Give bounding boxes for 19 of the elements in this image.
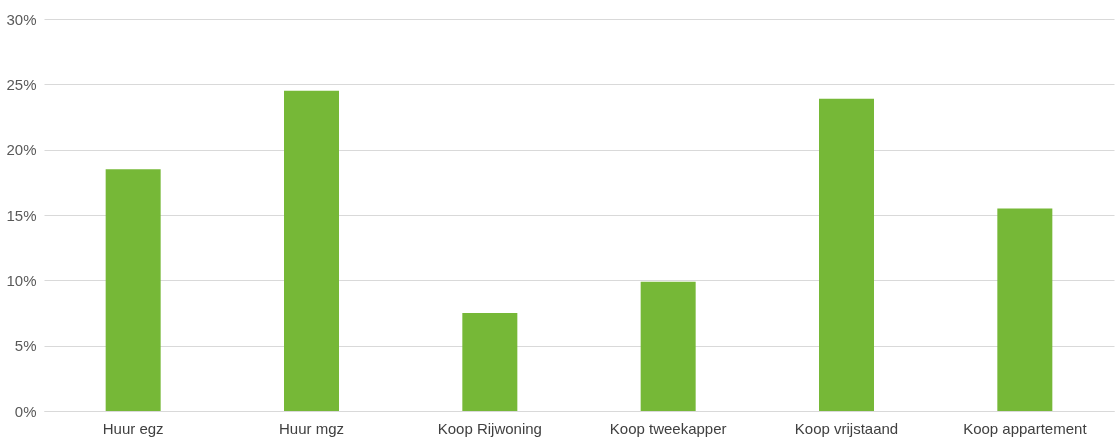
bar <box>462 313 518 411</box>
y-tick-label: 25% <box>6 75 37 93</box>
bar <box>105 169 161 411</box>
bar <box>284 90 339 411</box>
x-tick-label: Koop appartement <box>963 419 1088 437</box>
y-tick-label: 10% <box>6 271 37 289</box>
x-tick-label: Koop vrijstaand <box>794 419 899 437</box>
x-tick-label: Huur mgz <box>278 419 345 437</box>
y-tick-label: 30% <box>6 10 37 28</box>
y-tick-label: 0% <box>14 402 37 420</box>
y-tick-label: 15% <box>6 206 37 224</box>
x-tick-label: Huur egz <box>102 419 164 437</box>
bar <box>997 208 1053 411</box>
y-tick-label: 5% <box>14 337 37 355</box>
bar <box>640 281 696 411</box>
x-tick-label: Koop tweekapper <box>609 419 727 437</box>
bar <box>819 98 874 411</box>
x-tick-label: Koop Rijwoning <box>437 419 542 437</box>
y-tick-label: 20% <box>6 141 37 159</box>
